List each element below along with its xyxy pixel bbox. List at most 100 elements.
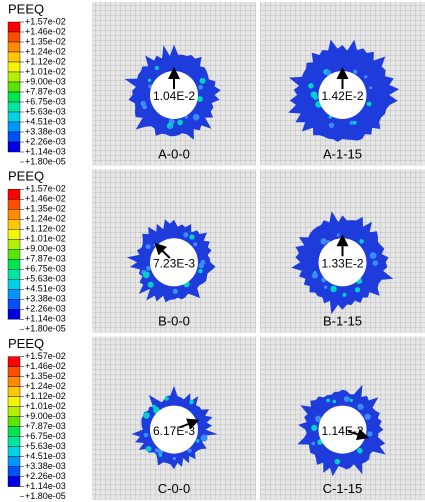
legend-label: +4.51e-03: [25, 116, 66, 126]
legend-swatch: [8, 92, 20, 102]
strain-spot: [311, 425, 317, 431]
strain-spot: [353, 70, 357, 74]
legend-swatch: [8, 219, 20, 229]
legend-swatch: [8, 279, 20, 289]
panel-caption: C-0-0: [158, 481, 191, 496]
legend-label: +6.75e-03: [25, 96, 66, 106]
legend-label: +1.80e-05: [25, 324, 66, 334]
legend-swatch: [8, 112, 20, 122]
legend-swatch: [8, 477, 20, 487]
strain-spot: [189, 400, 194, 405]
legend-swatch: [8, 457, 20, 467]
strain-spot: [148, 79, 151, 82]
legend-swatch: [8, 52, 20, 62]
strain-spot: [196, 439, 199, 442]
legend-label: +1.14e-03: [25, 314, 66, 324]
strain-spot: [146, 266, 151, 271]
strain-spot: [143, 412, 150, 419]
strain-spot: [308, 83, 314, 89]
legend-swatch: [8, 229, 20, 239]
legend-swatch: [8, 249, 20, 259]
legend-label: +9.00e-03: [25, 411, 66, 421]
legend-label: +1.46e-02: [25, 26, 66, 36]
strain-spot: [169, 126, 172, 129]
legend-swatch: [8, 367, 20, 377]
strain-spot: [353, 121, 357, 125]
figure: PEEQ+1.57e-02+1.46e-02+1.35e-02+1.24e-02…: [0, 0, 425, 502]
legend-swatch: [8, 259, 20, 269]
legend-label: +2.26e-03: [25, 471, 66, 481]
strain-spot: [152, 405, 156, 409]
legend-swatch: [8, 239, 20, 249]
legend-swatch: [8, 397, 20, 407]
panel-caption: A-0-0: [158, 146, 190, 161]
strain-spot: [153, 243, 156, 246]
contour-panel: 1.42E-2 A-1-15: [260, 2, 425, 165]
panel-caption: A-1-15: [323, 146, 362, 161]
legend-swatch: [8, 32, 20, 42]
strain-spot: [324, 285, 327, 288]
panel-caption: B-0-0: [158, 314, 190, 329]
legend-label: +1.12e-02: [25, 391, 66, 401]
legend-label: +1.12e-02: [25, 56, 66, 66]
strain-spot: [311, 442, 315, 446]
strain-spot: [369, 86, 372, 89]
legend-label: +4.51e-03: [25, 451, 66, 461]
peak-value: 1.14E-2: [321, 424, 363, 438]
legend-label: +1.01e-02: [25, 401, 66, 411]
legend-label: +1.80e-05: [25, 156, 66, 166]
legend-swatch: [8, 447, 20, 457]
legend-label: +2.26e-03: [25, 136, 66, 146]
legend-swatch: [8, 22, 20, 32]
row: PEEQ+1.57e-02+1.46e-02+1.35e-02+1.24e-02…: [8, 336, 425, 501]
peak-value: 1.42E-2: [321, 89, 363, 103]
panel-caption: B-1-15: [323, 314, 362, 329]
legend-swatch: [8, 62, 20, 72]
legend-label: +6.75e-03: [25, 431, 66, 441]
legend-label: +5.63e-03: [25, 441, 66, 451]
legend-label: +1.12e-02: [25, 224, 66, 234]
contour-panel: 1.04E-2A-0-0: [92, 2, 256, 165]
strain-spot: [146, 244, 151, 249]
legend-swatch: [8, 132, 20, 142]
strain-spot: [155, 66, 159, 70]
legend-swatch: [8, 209, 20, 219]
legend-label: +4.51e-03: [25, 284, 66, 294]
legend-swatch: [8, 357, 20, 367]
strain-spot: [193, 114, 200, 121]
strain-spot: [364, 414, 370, 420]
legend-label: +7.87e-03: [25, 86, 66, 96]
legend-swatch: [8, 437, 20, 447]
legend-swatch: [8, 407, 20, 417]
legend-label: +9.00e-03: [25, 244, 66, 254]
peak-value: 7.23E-3: [153, 256, 195, 270]
legend-label: +1.24e-02: [25, 46, 66, 56]
legend-swatch: [8, 309, 20, 319]
panel-caption: C-1-15: [323, 481, 363, 496]
strain-spot: [367, 431, 372, 436]
strain-spot: [173, 289, 178, 294]
strain-spot: [357, 448, 363, 454]
legend-label: +3.38e-03: [25, 461, 66, 471]
strain-spot: [337, 234, 340, 237]
strain-spot: [200, 78, 206, 84]
strain-spot: [143, 271, 150, 278]
legend-label: +5.63e-03: [25, 106, 66, 116]
legend-label: +1.35e-02: [25, 36, 66, 46]
legend-swatch: [8, 82, 20, 92]
strain-spot: [189, 234, 194, 239]
legend-label: +1.80e-05: [25, 491, 66, 501]
row: PEEQ+1.57e-02+1.46e-02+1.35e-02+1.24e-02…: [8, 1, 425, 166]
legend-swatch: [8, 299, 20, 309]
legend-label: +3.38e-03: [25, 294, 66, 304]
legend-label: +1.57e-02: [25, 16, 66, 26]
legend-label: +1.46e-02: [25, 194, 66, 204]
legend-swatch: [8, 289, 20, 299]
strain-spot: [359, 239, 364, 244]
strain-spot: [201, 435, 208, 442]
peak-value: 6.17E-3: [153, 424, 195, 438]
strain-spot: [144, 433, 149, 438]
row: PEEQ+1.57e-02+1.46e-02+1.35e-02+1.24e-02…: [8, 169, 425, 334]
peak-value: 1.33E-2: [321, 256, 363, 270]
legend-title: PEEQ: [8, 336, 44, 351]
